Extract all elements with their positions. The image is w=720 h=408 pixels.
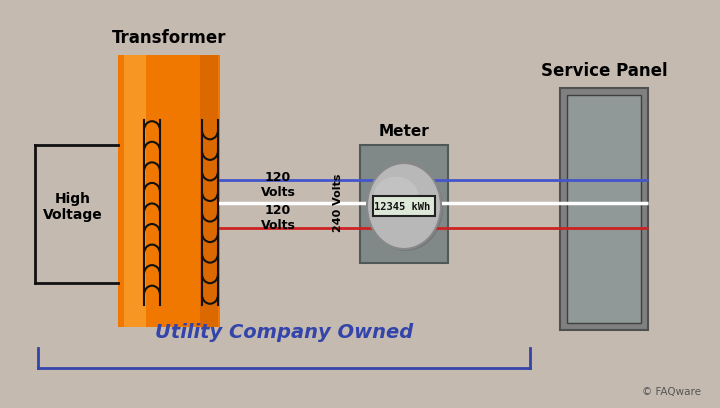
Bar: [200, 55, 218, 327]
Ellipse shape: [374, 177, 418, 215]
Bar: [124, 55, 146, 327]
Text: 12345 kWh: 12345 kWh: [374, 202, 430, 212]
Text: High
Voltage: High Voltage: [43, 192, 103, 222]
Text: © FAQware: © FAQware: [642, 387, 701, 397]
Text: Service Panel: Service Panel: [541, 62, 667, 80]
Bar: [118, 55, 220, 327]
Text: 240 Volts: 240 Volts: [333, 174, 343, 232]
Text: 120
Volts: 120 Volts: [261, 204, 295, 232]
Text: 120
Volts: 120 Volts: [261, 171, 295, 199]
Text: Transformer: Transformer: [112, 29, 226, 47]
Text: Utility Company Owned: Utility Company Owned: [155, 323, 413, 342]
Text: Meter: Meter: [379, 124, 429, 138]
Bar: [360, 145, 448, 263]
Ellipse shape: [369, 165, 443, 251]
Bar: [560, 88, 648, 330]
Ellipse shape: [367, 163, 441, 249]
Bar: [373, 196, 435, 216]
Bar: [567, 95, 641, 323]
